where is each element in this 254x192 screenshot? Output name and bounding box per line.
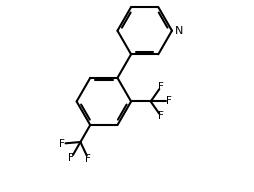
- Text: F: F: [158, 81, 164, 92]
- Text: F: F: [59, 139, 65, 149]
- Text: F: F: [158, 111, 164, 121]
- Text: F: F: [166, 96, 172, 106]
- Text: F: F: [68, 153, 74, 163]
- Text: F: F: [85, 154, 91, 164]
- Text: N: N: [175, 26, 183, 36]
